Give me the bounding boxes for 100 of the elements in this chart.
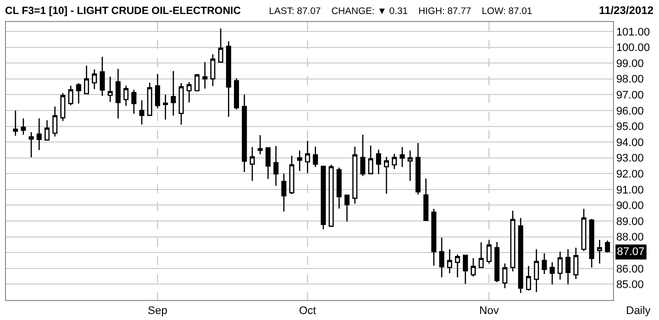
candlestick [139, 100, 144, 126]
candlestick [289, 155, 294, 195]
candlestick [202, 62, 208, 90]
y-tick-label: 91.00 [616, 184, 644, 196]
candlestick [462, 254, 468, 284]
candlestick [573, 247, 578, 280]
text: 11/23/2012 [599, 5, 654, 17]
candlestick [454, 254, 460, 278]
y-tick-label: 94.00 [616, 136, 644, 149]
candlestick [68, 85, 74, 106]
candlestick [408, 150, 413, 182]
candlestick [281, 173, 286, 212]
candlestick [273, 145, 278, 186]
candlestick [368, 145, 374, 174]
candlestick [266, 147, 271, 180]
y-tick-label: 93.00 [616, 152, 644, 165]
candlestick [210, 54, 216, 87]
text: Daily [626, 305, 651, 317]
x-tick-label: Oct [298, 305, 316, 318]
candlestick [242, 94, 247, 173]
chart-subtitle: LAST: 87.07 CHANGE: ▼ 0.31 HIGH: 87.77 LOW: 87.01 [269, 6, 532, 17]
candlestick [550, 262, 555, 286]
candlestick [304, 140, 310, 174]
x-tick-label: Nov [479, 305, 500, 318]
candlestick [597, 239, 602, 264]
candlestick [502, 262, 508, 289]
candlestick [518, 217, 524, 294]
candlestick [297, 150, 302, 172]
candlestick [20, 118, 26, 136]
y-tick-label: 96.00 [616, 105, 644, 118]
candlestick [76, 82, 82, 104]
y-tick-label: 89.00 [616, 216, 644, 228]
candlestick [36, 118, 42, 151]
chart-title: CL F3=1 [10] - LIGHT CRUDE OIL-ELECTRONIC [5, 5, 242, 17]
candlestick [416, 142, 421, 196]
candlestick [565, 248, 571, 286]
y-tick-label: 85.00 [616, 279, 644, 292]
candlestick [558, 251, 563, 280]
candlestick [352, 146, 358, 204]
candlestick [494, 241, 500, 283]
candlestick [320, 166, 326, 230]
annotation: 87.07 [617, 246, 645, 258]
candlestick [250, 146, 255, 182]
candlestick [170, 70, 176, 116]
y-tick-label: 88.00 [616, 232, 644, 244]
candlestick [486, 240, 492, 264]
candlestick [60, 92, 66, 122]
candlestick [423, 178, 428, 221]
candlestick [162, 94, 168, 120]
candlestick [226, 40, 232, 118]
candlestick [344, 194, 350, 222]
candlestick [186, 82, 192, 104]
candlestick [52, 106, 58, 138]
candlestick [336, 167, 342, 210]
candlestick [604, 240, 610, 254]
candlestick [392, 153, 397, 170]
candlestick [376, 149, 382, 175]
candlestick [589, 218, 594, 268]
candlestick [218, 28, 224, 63]
y-tick-label: 100.00 [616, 42, 650, 54]
candlestick [439, 237, 444, 278]
candlestick [470, 258, 476, 278]
candlestick [28, 131, 34, 158]
candlestick [534, 248, 539, 293]
candlestick [108, 76, 113, 103]
candlestick [328, 164, 334, 227]
candlestick [360, 134, 366, 177]
candlestick [92, 68, 97, 90]
candlestick [44, 120, 50, 141]
candlestick [100, 56, 105, 97]
y-tick-label: 92.00 [616, 168, 644, 180]
y-tick-label: 98.00 [616, 74, 644, 86]
candlestick [510, 210, 516, 272]
candlestick [384, 156, 389, 194]
y-tick-label: 95.00 [616, 121, 644, 134]
candlestick [581, 208, 586, 252]
y-tick-label: 99.00 [616, 58, 644, 70]
candlestick [155, 73, 160, 109]
candlestick [12, 110, 18, 136]
x-tick-label: Sep [148, 305, 168, 318]
candlestick [542, 252, 547, 275]
candlestick [194, 73, 200, 92]
y-tick-label: 90.00 [616, 200, 644, 212]
candlestick [258, 134, 263, 155]
candlestick [116, 68, 121, 120]
candlestick [431, 208, 436, 266]
candlestick [234, 78, 240, 110]
candlestick [312, 146, 318, 168]
candlestick [526, 265, 532, 292]
candlestick [123, 85, 129, 106]
candlestick [147, 82, 152, 116]
y-tick-label: 101.00 [616, 26, 650, 38]
candlestick [478, 242, 484, 268]
candlestick [84, 65, 90, 94]
candlestick [178, 82, 184, 126]
candlestick [131, 89, 136, 114]
y-tick-label: 86.00 [616, 263, 644, 276]
y-tick-label: 97.00 [616, 90, 644, 102]
candlestick [400, 146, 405, 168]
candlestick [447, 248, 452, 274]
